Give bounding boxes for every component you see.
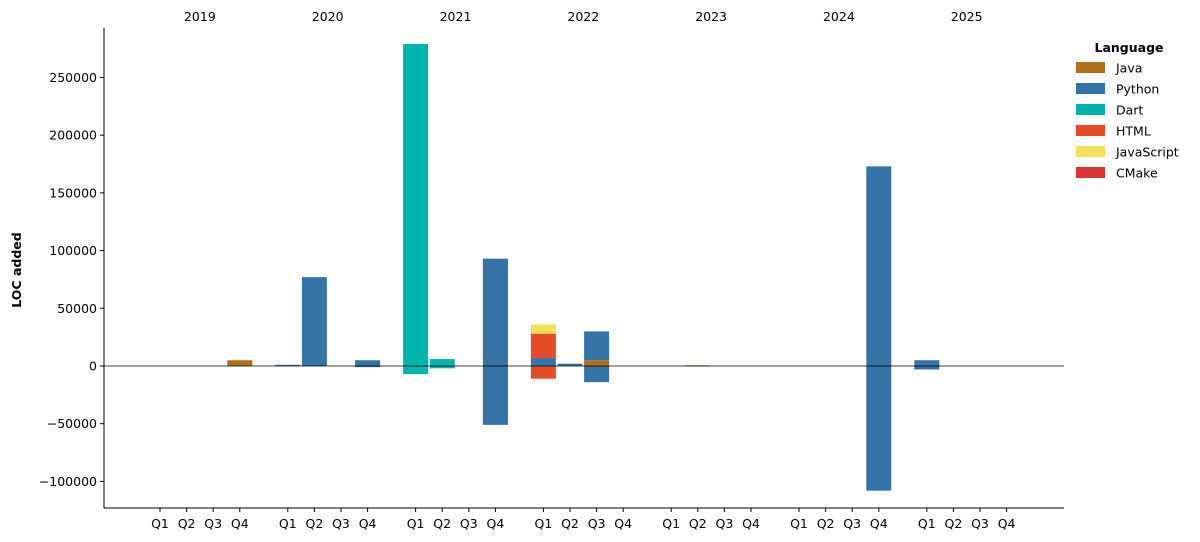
bar-segment-python — [355, 360, 381, 366]
y-tick-label: 250000 — [49, 70, 97, 85]
x-tick-label: Q4 — [742, 516, 760, 531]
y-tick-label: 0 — [89, 359, 97, 374]
y-tick-label: 150000 — [49, 185, 97, 200]
x-tick-label: Q2 — [689, 516, 707, 531]
bar-segment-python — [584, 331, 610, 361]
y-tick-label: 200000 — [49, 128, 97, 143]
year-label: 2019 — [184, 9, 216, 24]
x-tick-label: Q1 — [535, 516, 553, 531]
year-label: 2025 — [951, 9, 983, 24]
bar-segment-html — [530, 333, 556, 358]
y-axis-ticks: −100000 −50000 0 50000 100000 150000 200000 250… — [39, 70, 104, 489]
x-tick-label: Q4 — [231, 516, 249, 531]
y-tick-label: −50000 — [47, 416, 97, 431]
bar-segment-python — [275, 364, 301, 366]
legend-item-java: Java — [1076, 61, 1142, 76]
legend-title: Language — [1094, 40, 1163, 55]
x-tick-label: Q4 — [359, 516, 377, 531]
x-tick-label: Q4 — [614, 516, 632, 531]
year-label: 2023 — [695, 9, 727, 24]
x-tick-label: Q1 — [662, 516, 680, 531]
bar-segment-dart — [403, 366, 429, 375]
legend-item-cmake: CMake — [1076, 166, 1158, 181]
legend-label: Java — [1115, 61, 1142, 76]
legend-label: Python — [1116, 82, 1159, 97]
bar-segment-dart — [403, 44, 429, 366]
x-tick-label: Q3 — [204, 516, 222, 531]
bar-segment-java — [584, 360, 610, 366]
bar-segment-python — [914, 366, 940, 370]
bar-segment-python — [557, 363, 583, 366]
x-tick-label: Q4 — [487, 516, 505, 531]
x-tick-label: Q1 — [918, 516, 936, 531]
legend-items: Java Python Dart HTML JavaScript CMake — [1076, 61, 1179, 181]
x-tick-label: Q1 — [151, 516, 169, 531]
legend-label: HTML — [1116, 124, 1151, 139]
bar-segment-python — [530, 357, 556, 366]
legend-swatch — [1076, 62, 1105, 73]
bar-segment-python — [866, 166, 892, 366]
x-tick-label: Q2 — [945, 516, 963, 531]
x-tick-label: Q3 — [332, 516, 350, 531]
x-axis-quarter-ticks: Q1 Q2 Q3 Q4 Q1 Q2 Q3 Q4 Q1 Q2 Q3 Q4 Q1 Q2 Q3 Q4 Q1 Q2 Q3 Q4… — [151, 508, 1016, 531]
bar-segment-python — [301, 277, 327, 366]
year-label: 2022 — [567, 9, 599, 24]
bar-segment-javascript — [530, 324, 556, 334]
legend-item-python: Python — [1076, 82, 1159, 97]
year-label: 2020 — [312, 9, 344, 24]
legend-label: JavaScript — [1115, 145, 1179, 160]
bar-segment-html — [530, 366, 556, 379]
x-tick-label: Q3 — [588, 516, 606, 531]
bar-segment-python — [355, 366, 381, 368]
year-label: 2024 — [823, 9, 855, 24]
bars-layer — [227, 44, 940, 491]
bar-segment-python — [482, 366, 508, 425]
bar-segment-dart — [429, 366, 455, 369]
x-tick-label: Q2 — [433, 516, 451, 531]
bar-segment-java — [227, 360, 253, 366]
y-tick-label: 50000 — [57, 301, 97, 316]
year-label: 2021 — [440, 9, 472, 24]
legend-swatch — [1076, 104, 1105, 115]
bar-segment-python — [482, 258, 508, 366]
y-axis-label: LOC added — [9, 232, 24, 307]
legend-item-dart: Dart — [1076, 103, 1143, 118]
legend-swatch — [1076, 146, 1105, 157]
legend-label: CMake — [1116, 166, 1158, 181]
legend-label: Dart — [1116, 103, 1143, 118]
bar-segment-dart — [429, 359, 455, 366]
x-tick-label: Q2 — [178, 516, 196, 531]
x-tick-label: Q1 — [279, 516, 297, 531]
x-tick-label: Q4 — [998, 516, 1016, 531]
legend-item-javascript: JavaScript — [1076, 145, 1179, 160]
x-tick-label: Q3 — [460, 516, 478, 531]
bar-segment-python — [866, 366, 892, 491]
x-tick-label: Q2 — [817, 516, 835, 531]
y-tick-label: −100000 — [39, 474, 97, 489]
legend-swatch — [1076, 125, 1105, 136]
x-tick-label: Q1 — [790, 516, 808, 531]
x-tick-label: Q4 — [870, 516, 888, 531]
bar-segment-python — [584, 366, 610, 383]
legend: Language Java Python Dart HTML JavaScript CMa… — [1076, 40, 1179, 181]
x-tick-label: Q2 — [306, 516, 324, 531]
legend-swatch — [1076, 83, 1105, 94]
bar-segment-python — [914, 360, 940, 366]
x-tick-label: Q2 — [561, 516, 579, 531]
x-tick-label: Q3 — [843, 516, 861, 531]
x-tick-label: Q1 — [407, 516, 425, 531]
year-labels: 2019 2020 2021 2022 2023 2024 2025 — [184, 9, 983, 24]
x-tick-label: Q3 — [716, 516, 734, 531]
y-tick-label: 100000 — [49, 243, 97, 258]
x-tick-label: Q3 — [971, 516, 989, 531]
legend-item-html: HTML — [1076, 124, 1151, 139]
legend-swatch — [1076, 167, 1105, 178]
